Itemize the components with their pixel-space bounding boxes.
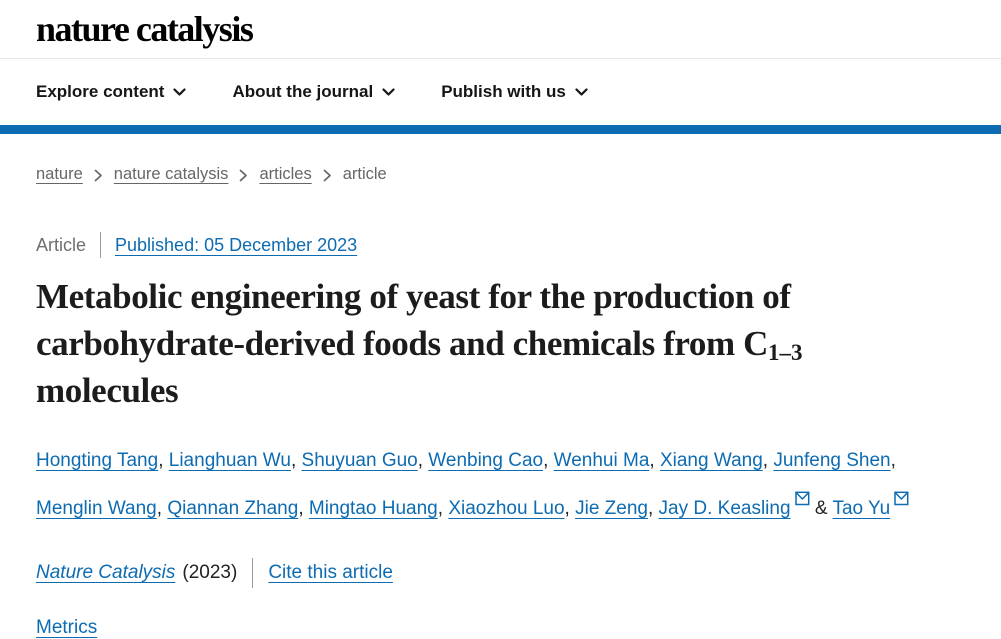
author-link[interactable]: Wenhui Ma — [553, 450, 650, 471]
author-link[interactable]: Shuyuan Guo — [301, 450, 418, 471]
title-subscript: 1–3 — [768, 340, 803, 365]
publication-year: (2023) — [182, 562, 238, 583]
chevron-right-icon — [323, 169, 332, 182]
author-list: Hongting Tang, Lianghuan Wu, Shuyuan Guo… — [36, 441, 966, 529]
breadcrumb: nature nature catalysis articles article — [36, 165, 1001, 184]
author-link[interactable]: Xiang Wang — [659, 450, 763, 471]
nav-publish-with-us[interactable]: Publish with us — [441, 82, 588, 102]
author-separator: , — [890, 450, 896, 471]
journal-link[interactable]: Nature Catalysis — [36, 562, 176, 583]
chevron-down-icon — [173, 82, 187, 102]
author-separator: , — [762, 450, 774, 471]
chevron-right-icon — [94, 169, 103, 182]
author-separator: , — [158, 450, 169, 471]
title-line-1: Metabolic engineering of yeast for the p… — [36, 277, 791, 316]
author-separator: , — [417, 450, 429, 471]
author-link[interactable]: Qiannan Zhang — [167, 498, 299, 519]
author-separator: , — [437, 498, 449, 519]
author-link[interactable]: Junfeng Shen — [773, 450, 891, 471]
breadcrumb-article-current: article — [342, 165, 387, 183]
vertical-divider — [100, 232, 102, 258]
nav-about-journal[interactable]: About the journal — [232, 82, 395, 102]
cite-this-article-link[interactable]: Cite this article — [268, 562, 393, 583]
article-meta-line: Article Published: 05 December 2023 — [36, 232, 1001, 258]
breadcrumb-nature-catalysis[interactable]: nature catalysis — [113, 165, 229, 183]
title-line-2: carbohydrate-derived foods and chemicals… — [36, 324, 803, 365]
author-separator: , — [156, 498, 168, 519]
article-type-label: Article — [36, 234, 87, 255]
author-link[interactable]: Xiaozhou Luo — [448, 498, 565, 519]
breadcrumb-nature[interactable]: nature — [36, 165, 83, 183]
author-separator: , — [564, 498, 576, 519]
brand-divider-bar — [0, 125, 1001, 134]
metrics-link[interactable]: Metrics — [36, 617, 98, 638]
chevron-down-icon — [575, 82, 588, 102]
author-link[interactable]: Lianghuan Wu — [168, 450, 291, 471]
author-link[interactable]: Tao Yu — [832, 498, 891, 519]
author-separator: , — [649, 450, 660, 471]
journal-logo[interactable]: nature catalysis — [36, 9, 254, 49]
site-header: nature catalysis — [0, 0, 1001, 59]
author-link[interactable]: Wenbing Cao — [428, 450, 544, 471]
email-icon[interactable] — [794, 481, 810, 521]
chevron-down-icon — [382, 82, 395, 102]
metrics-line: Metrics — [36, 617, 1001, 639]
author-separator: , — [543, 450, 554, 471]
author-link[interactable]: Mingtao Huang — [308, 498, 438, 519]
author-separator: , — [647, 498, 659, 519]
article-header: Article Published: 05 December 2023 Meta… — [0, 232, 1001, 639]
nav-explore-content-label: Explore content — [36, 82, 165, 101]
title-line-3: molecules — [36, 371, 179, 410]
chevron-right-icon — [239, 169, 248, 182]
published-date-link[interactable]: Published: 05 December 2023 — [115, 234, 358, 255]
article-title: Metabolic engineering of yeast for the p… — [36, 273, 981, 414]
author-link[interactable]: Jie Zeng — [575, 498, 648, 519]
author-link[interactable]: Hongting Tang — [36, 450, 159, 471]
citation-line: Nature Catalysis (2023) Cite this articl… — [36, 558, 1001, 588]
author-separator: , — [298, 498, 309, 519]
nav-about-journal-label: About the journal — [232, 82, 374, 101]
author-link[interactable]: Jay D. Keasling — [658, 498, 791, 519]
author-link[interactable]: Menglin Wang — [36, 498, 157, 519]
breadcrumb-articles[interactable]: articles — [259, 165, 312, 183]
email-icon[interactable] — [894, 481, 909, 521]
author-separator: , — [290, 450, 302, 471]
nav-explore-content[interactable]: Explore content — [36, 82, 187, 102]
author-separator: & — [809, 498, 833, 519]
main-nav: Explore content About the journal Publis… — [0, 59, 1001, 125]
nav-publish-with-us-label: Publish with us — [441, 82, 566, 101]
vertical-divider — [252, 558, 254, 588]
